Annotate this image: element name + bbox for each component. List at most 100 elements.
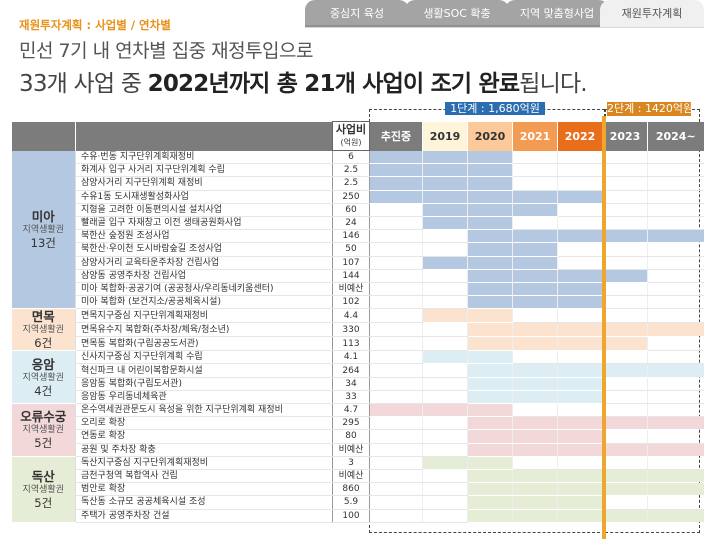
- timeline-cell: [467, 242, 513, 256]
- timeline-cell: [467, 443, 513, 457]
- timeline-cell: [647, 308, 704, 324]
- timeline-cell: [557, 509, 603, 523]
- timeline-cell: [422, 203, 468, 217]
- timeline-cell: [512, 282, 558, 296]
- region-subtitle: 지역생활권: [22, 484, 64, 495]
- project-budget: 146: [332, 229, 370, 244]
- project-name: 연동로 확장: [75, 429, 333, 444]
- header-2023: 2023: [602, 121, 648, 151]
- timeline-cell: [467, 308, 513, 323]
- timeline-cell: [422, 322, 468, 338]
- timeline-cell: [647, 163, 704, 178]
- table-row: 공원 및 주차장 확충 비예산: [12, 443, 704, 457]
- timeline-cell: [422, 176, 468, 191]
- timeline-cell: [557, 322, 603, 337]
- timeline-cell: [602, 403, 648, 418]
- timeline-cell: [512, 216, 558, 231]
- timeline-cell: [647, 350, 704, 365]
- timeline-cell: [467, 322, 513, 337]
- timeline-cell: [602, 469, 648, 483]
- project-name: 수유1동 도시재생활성화사업: [75, 190, 333, 204]
- project-budget: 5.9: [332, 495, 370, 510]
- timeline-cell: [647, 509, 704, 523]
- timeline-cell: [422, 509, 468, 523]
- project-budget: 250: [332, 190, 370, 204]
- project-name: 삼양동 공영주차장 건립사업: [75, 269, 333, 283]
- timeline-cell: [557, 363, 603, 378]
- timeline-cell: [557, 216, 603, 231]
- timeline-cell: [467, 403, 513, 417]
- timeline-cell: [467, 295, 513, 309]
- project-name: 주택가 공영주차장 건설: [75, 509, 333, 523]
- stage-divider: [602, 116, 606, 539]
- project-name: 면목유수지 복합화(주차장/체육/청소년): [75, 322, 333, 338]
- timeline-cell: [602, 322, 648, 337]
- timeline-cell: [369, 295, 423, 310]
- tab-soc[interactable]: 생활SOC 확충: [405, 0, 509, 27]
- timeline-cell: [369, 242, 423, 257]
- header-budget: 사업비 (억원): [332, 121, 370, 151]
- timeline-cell: [369, 363, 423, 378]
- timeline-cell: [467, 190, 513, 204]
- region-name: 면목: [31, 309, 55, 325]
- timeline-cell: [422, 482, 468, 497]
- table-header-row: 사업비 (억원) 추진중 2019 2020 2021 2022 2023 202…: [11, 121, 704, 151]
- timeline-cell: [647, 242, 704, 257]
- timeline-cell: [422, 295, 468, 310]
- project-budget: 107: [332, 256, 370, 270]
- timeline-cell: [602, 350, 648, 365]
- project-budget: 264: [332, 363, 370, 378]
- table-row: 오리로 확장 295: [12, 416, 704, 431]
- timeline-cell: [422, 150, 468, 164]
- header-2020: 2020: [467, 121, 513, 151]
- table-body: 미아 지역생활권 13건 수유·번동 지구단위계획재정비 6 화계사 입구 사거리 지구단…: [11, 150, 704, 523]
- timeline-cell: [369, 163, 423, 177]
- timeline-cell: [602, 429, 648, 444]
- timeline-cell: [557, 295, 603, 309]
- timeline-cell: [602, 363, 648, 378]
- timeline-cell: [512, 350, 558, 365]
- timeline-cell: [512, 242, 558, 256]
- tab-finance[interactable]: 재원투자계획: [600, 0, 704, 27]
- timeline-cell: [369, 350, 423, 365]
- table-row: 연동로 확장 80: [12, 429, 704, 444]
- timeline-cell: [512, 269, 558, 283]
- project-budget: 102: [332, 295, 370, 310]
- timeline-cell: [647, 229, 704, 243]
- timeline-cell: [422, 363, 468, 378]
- timeline-cell: [557, 282, 603, 296]
- timeline-cell: [422, 282, 468, 297]
- table-row: 독산동 소규모 공공체육시설 조성 5.9: [12, 495, 704, 510]
- project-budget: 6: [332, 150, 370, 165]
- table-row: 독산 지역생활권 5건 독산지구중심 지구단위계획재정비 3: [11, 456, 704, 523]
- project-name: 면목동 복합화(구립공공도서관): [75, 336, 333, 352]
- timeline-cell: [369, 256, 423, 270]
- table-row: 삼양동 공영주차장 건립사업 144: [12, 269, 704, 283]
- timeline-cell: [467, 282, 513, 296]
- timeline-cell: [467, 456, 513, 470]
- table-row: 빨래골 입구 자재창고 이전 생태공원화사업 24: [12, 216, 704, 231]
- timeline-cell: [602, 282, 648, 297]
- tab-local[interactable]: 지역 맞춤형사업: [505, 0, 609, 27]
- project-name: 화계사 입구 사거리 지구단위계획 수립: [75, 163, 333, 178]
- project-budget: 144: [332, 269, 370, 283]
- timeline-cell: [369, 416, 423, 431]
- timeline-cell: [467, 429, 513, 444]
- table-row: 면목유수지 복합화(주차장/체육/청소년) 330: [12, 322, 704, 338]
- table-row: 면목동 복합화(구립공공도서관) 113: [12, 336, 704, 352]
- timeline-cell: [422, 336, 468, 352]
- timeline-cell: [647, 269, 704, 283]
- timeline-cell: [602, 443, 648, 457]
- timeline-cell: [467, 229, 513, 243]
- timeline-cell: [467, 350, 513, 364]
- timeline-cell: [512, 190, 558, 204]
- table-row: 삼양사거리 교육타운주차장 건립사업 107: [12, 256, 704, 270]
- project-name: 북한산 숲정원 조성사업: [75, 229, 333, 244]
- heading-line1: 민선 7기 내 연차별 집중 재정투입으로: [19, 40, 314, 62]
- tab-hub[interactable]: 중심지 육성: [305, 0, 409, 27]
- timeline-cell: [647, 390, 704, 405]
- timeline-cell: [512, 495, 558, 509]
- timeline-cell: [422, 495, 468, 510]
- project-budget: 80: [332, 429, 370, 444]
- timeline-cell: [422, 429, 468, 444]
